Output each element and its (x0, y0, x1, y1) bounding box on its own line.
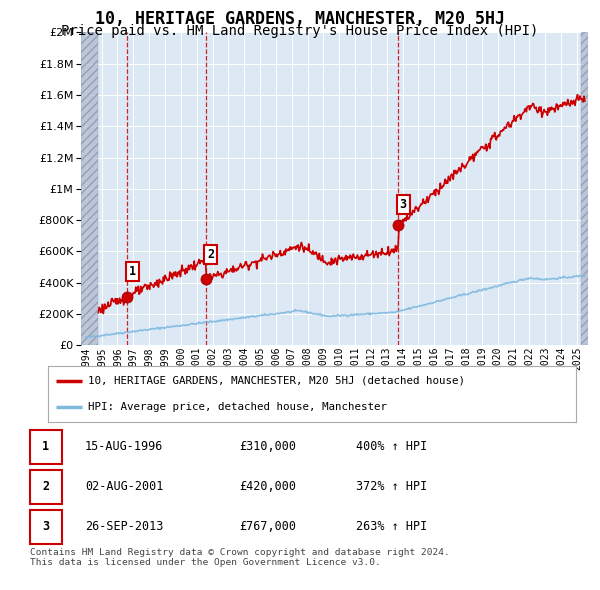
Bar (81, 32, 98, 345)
Text: Contains HM Land Registry data © Crown copyright and database right 2024.
This d: Contains HM Land Registry data © Crown c… (30, 548, 450, 567)
Text: 10, HERITAGE GARDENS, MANCHESTER, M20 5HJ: 10, HERITAGE GARDENS, MANCHESTER, M20 5H… (95, 10, 505, 28)
Text: 2: 2 (42, 480, 49, 493)
Text: 372% ↑ HPI: 372% ↑ HPI (356, 480, 427, 493)
Text: 400% ↑ HPI: 400% ↑ HPI (356, 440, 427, 453)
Bar (581, 32, 588, 345)
Text: 26-SEP-2013: 26-SEP-2013 (85, 520, 163, 533)
Text: 3: 3 (42, 520, 49, 533)
Text: 15-AUG-1996: 15-AUG-1996 (85, 440, 163, 453)
Text: 1: 1 (42, 440, 49, 453)
Text: 10, HERITAGE GARDENS, MANCHESTER, M20 5HJ (detached house): 10, HERITAGE GARDENS, MANCHESTER, M20 5H… (88, 376, 464, 386)
Text: £310,000: £310,000 (239, 440, 296, 453)
Text: £420,000: £420,000 (239, 480, 296, 493)
Text: 263% ↑ HPI: 263% ↑ HPI (356, 520, 427, 533)
Text: 1: 1 (128, 265, 136, 278)
Text: 2: 2 (207, 248, 214, 261)
Text: 02-AUG-2001: 02-AUG-2001 (85, 480, 163, 493)
Text: £767,000: £767,000 (239, 520, 296, 533)
Text: Price paid vs. HM Land Registry's House Price Index (HPI): Price paid vs. HM Land Registry's House … (61, 24, 539, 38)
Text: HPI: Average price, detached house, Manchester: HPI: Average price, detached house, Manc… (88, 402, 386, 412)
Text: 3: 3 (400, 198, 407, 211)
